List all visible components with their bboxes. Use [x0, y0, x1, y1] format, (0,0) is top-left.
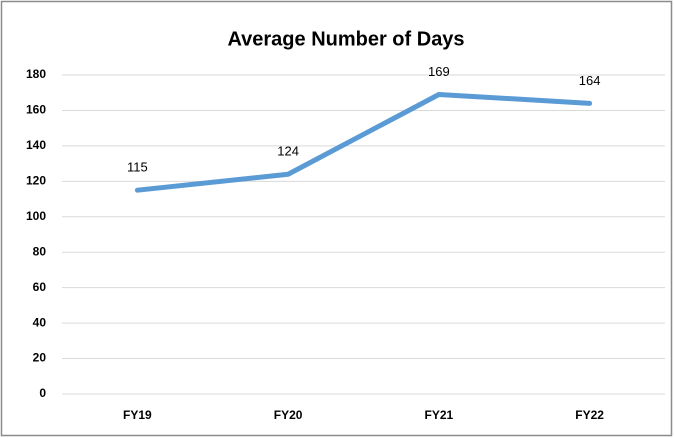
y-tick-label: 40 [33, 315, 47, 329]
x-tick-label: FY20 [274, 408, 303, 422]
y-tick-label: 160 [26, 103, 46, 117]
y-tick-label: 180 [26, 67, 46, 81]
x-tick-label: FY22 [575, 408, 604, 422]
line [134, 91, 593, 193]
y-tick-label: 100 [26, 209, 46, 223]
y-tick-label: 0 [39, 386, 46, 400]
chart-title: Average Number of Days [227, 28, 464, 50]
y-tick-label: 140 [26, 138, 46, 152]
data-label: 115 [127, 160, 148, 175]
y-tick-label: 20 [33, 351, 47, 365]
y-tick-label: 80 [33, 244, 47, 258]
data-label: 164 [579, 73, 601, 88]
data-label: 124 [277, 144, 299, 159]
y-tick-label: 60 [33, 280, 47, 294]
x-tick-label: FY19 [123, 408, 152, 422]
y-tick-label: 120 [26, 174, 46, 188]
x-tick-label: FY21 [425, 408, 454, 422]
data-label: 169 [428, 64, 450, 79]
